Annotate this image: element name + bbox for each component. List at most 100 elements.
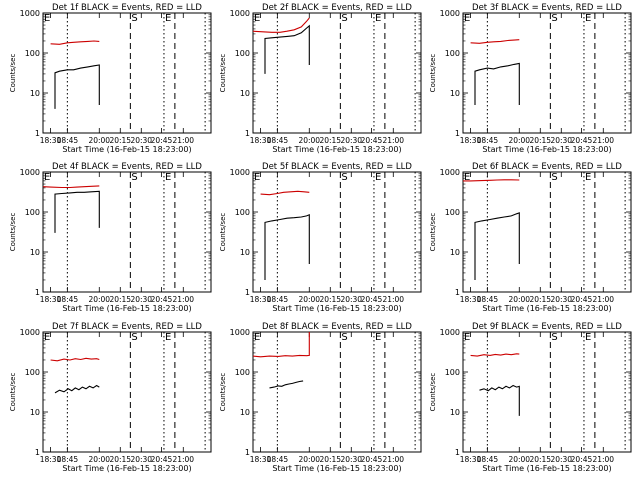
chart-title: Det 1f BLACK = Events, RED = LLD — [52, 3, 202, 13]
marker-label: E — [254, 332, 260, 343]
y-axis-label: Counts/sec — [219, 373, 227, 412]
y-tick-label: 10 — [30, 248, 40, 257]
y-tick-label: 100 — [235, 49, 250, 58]
x-tick-label: 20:45 — [151, 295, 173, 304]
x-tick-label: 20:15 — [109, 455, 131, 464]
y-tick-label: 1 — [245, 448, 250, 457]
y-axis-label: Counts/sec — [9, 54, 17, 93]
y-tick-label: 1 — [455, 129, 460, 138]
x-tick-label: 18:30 — [460, 136, 482, 145]
x-tick-label: 18:45 — [477, 455, 499, 464]
chart-panel-7: Det 7f BLACK = Events, RED = LLD 1 10 100 10… — [9, 322, 212, 473]
y-axis-label: Counts/sec — [429, 54, 437, 93]
x-tick-label: 18:30 — [250, 136, 272, 145]
y-tick-label: 1 — [245, 129, 250, 138]
x-tick-label: 18:30 — [250, 295, 272, 304]
marker-label: E — [585, 172, 591, 183]
x-tick-label: 20:15 — [319, 455, 341, 464]
y-tick-label: 10 — [450, 89, 460, 98]
series-line-events — [474, 62, 520, 105]
x-tick-label: 20:00 — [508, 455, 530, 464]
marker-label: E — [254, 172, 260, 183]
x-tick-label: 18:30 — [460, 295, 482, 304]
series-line-events — [269, 380, 304, 389]
y-axis-label: Counts/sec — [429, 213, 437, 252]
x-axis-label: Start Time (16-Feb-15 18:23:00) — [62, 145, 191, 154]
x-tick-label: 18:45 — [57, 455, 79, 464]
y-axis-label: Counts/sec — [9, 213, 17, 252]
chart-title: Det 6f BLACK = Events, RED = LLD — [472, 162, 622, 172]
x-tick-label: 20:45 — [361, 455, 383, 464]
marker-label: E — [165, 172, 171, 183]
y-tick-label: 1 — [35, 129, 40, 138]
x-tick-label: 20:00 — [508, 295, 530, 304]
x-tick-label: 18:30 — [40, 455, 62, 464]
marker-label: S — [551, 172, 557, 183]
plot-frame — [462, 331, 632, 453]
y-tick-label: 1000 — [20, 328, 40, 337]
y-tick-label: 100 — [445, 49, 460, 58]
x-tick-label: 18:45 — [267, 295, 289, 304]
chart-title: Det 2f BLACK = Events, RED = LLD — [262, 3, 412, 13]
plot-frame — [252, 331, 422, 453]
series-line-lld — [252, 17, 310, 33]
x-tick-label: 20:00 — [298, 295, 320, 304]
series-line-events — [479, 384, 520, 416]
chart-panel-1: Det 1f BLACK = Events, RED = LLD 1 10 100 10… — [9, 3, 212, 154]
y-tick-label: 10 — [240, 248, 250, 257]
series-line-lld — [260, 190, 310, 196]
y-tick-label: 100 — [235, 208, 250, 217]
x-tick-label: 18:45 — [477, 295, 499, 304]
marker-label: S — [341, 13, 347, 24]
series-line-events — [54, 64, 100, 109]
y-tick-label: 1 — [35, 448, 40, 457]
plot-frame — [42, 171, 212, 293]
marker-label: E — [585, 13, 591, 24]
x-axis-label: Start Time (16-Feb-15 18:23:00) — [272, 145, 401, 154]
plot-frame — [462, 12, 632, 134]
y-tick-label: 100 — [235, 368, 250, 377]
series-line-lld — [42, 185, 100, 189]
x-tick-label: 20:30 — [340, 295, 362, 304]
series-line-events — [264, 24, 310, 74]
marker-label: E — [44, 13, 50, 24]
x-tick-label: 20:45 — [571, 455, 593, 464]
chart-panel-3: Det 3f BLACK = Events, RED = LLD 1 10 100 10… — [429, 3, 632, 154]
series-line-lld — [470, 39, 520, 44]
x-tick-label: 20:45 — [361, 136, 383, 145]
x-tick-label: 18:45 — [267, 455, 289, 464]
y-tick-label: 1000 — [440, 168, 460, 177]
x-tick-label: 18:30 — [460, 455, 482, 464]
x-tick-label: 18:30 — [250, 455, 272, 464]
y-tick-label: 1 — [455, 288, 460, 297]
x-tick-label: 20:00 — [298, 455, 320, 464]
x-tick-label: 18:45 — [57, 295, 79, 304]
marker-label: E — [165, 332, 171, 343]
x-axis-label: Start Time (16-Feb-15 18:23:00) — [272, 464, 401, 473]
x-tick-label: 20:45 — [361, 295, 383, 304]
x-tick-label: 21:00 — [172, 295, 194, 304]
marker-label: E — [464, 172, 470, 183]
chart-panel-6: Det 6f BLACK = Events, RED = LLD 1 10 100 10… — [429, 162, 632, 313]
marker-label: E — [375, 172, 381, 183]
y-axis-label: Counts/sec — [219, 54, 227, 93]
y-tick-label: 10 — [450, 408, 460, 417]
x-tick-label: 20:30 — [550, 455, 572, 464]
x-tick-label: 18:45 — [477, 136, 499, 145]
marker-label: S — [551, 13, 557, 24]
x-axis-label: Start Time (16-Feb-15 18:23:00) — [482, 304, 611, 313]
x-tick-label: 20:45 — [151, 455, 173, 464]
x-tick-label: 20:15 — [319, 295, 341, 304]
y-tick-label: 10 — [30, 408, 40, 417]
x-tick-label: 21:00 — [382, 295, 404, 304]
y-tick-label: 100 — [445, 208, 460, 217]
x-tick-label: 18:45 — [57, 136, 79, 145]
x-tick-label: 20:15 — [109, 136, 131, 145]
marker-label: E — [375, 13, 381, 24]
x-tick-label: 20:00 — [88, 455, 110, 464]
marker-label: E — [464, 332, 470, 343]
x-tick-label: 21:00 — [592, 136, 614, 145]
y-tick-label: 10 — [240, 408, 250, 417]
y-axis-label: Counts/sec — [9, 373, 17, 412]
x-tick-label: 21:00 — [592, 455, 614, 464]
